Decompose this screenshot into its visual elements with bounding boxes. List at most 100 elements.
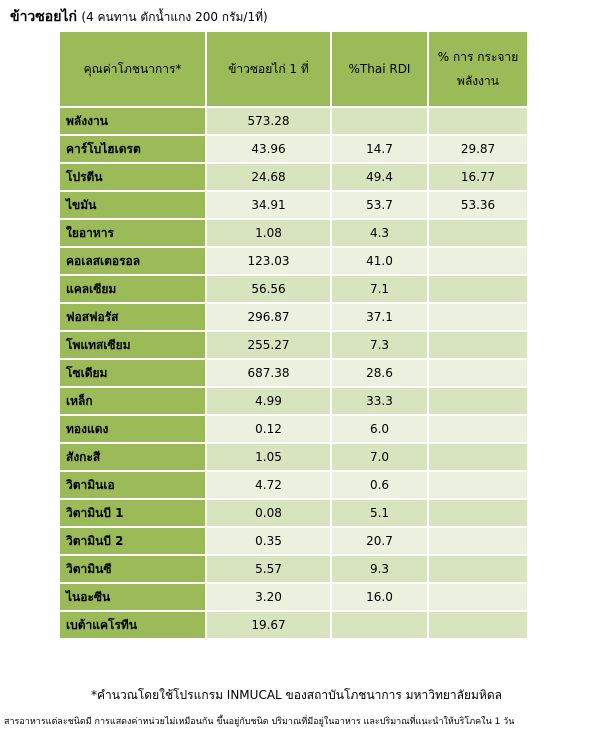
table-row: วิตามินเอ 4.72 0.6 bbox=[58, 470, 529, 500]
cell: 16.77 bbox=[427, 162, 529, 192]
cell: 4.3 bbox=[330, 218, 429, 248]
row-label: เบต้าแคโรทีน bbox=[58, 610, 207, 640]
nutrition-table: คุณค่าโภชนาการ* ข้าวซอยไก่ 1 ที่ %Thai RDI… bbox=[58, 30, 529, 640]
cell: 0.12 bbox=[205, 414, 332, 444]
row-label: วิตามินเอ bbox=[58, 470, 207, 500]
table-row: เหล็ก 4.99 33.3 bbox=[58, 386, 529, 416]
table-row: สังกะสี 1.05 7.0 bbox=[58, 442, 529, 472]
table-row: เบต้าแคโรทีน 19.67 bbox=[58, 610, 529, 640]
row-label: แคลเซียม bbox=[58, 274, 207, 304]
title: ข้าวซอยไก่ (4 คนทาน ตักน้ำแกง 200 กรัม/1… bbox=[10, 6, 268, 28]
table-row: วิตามินซี 5.57 9.3 bbox=[58, 554, 529, 584]
table-row: โปรตีน 24.68 49.4 16.77 bbox=[58, 162, 529, 192]
header-cell: %Thai RDI bbox=[330, 30, 429, 108]
cell: 37.1 bbox=[330, 302, 429, 332]
cell bbox=[427, 470, 529, 500]
cell bbox=[427, 218, 529, 248]
row-label: ไขมัน bbox=[58, 190, 207, 220]
table-row: วิตามินบี 2 0.35 20.7 bbox=[58, 526, 529, 556]
title-main: ข้าวซอยไก่ bbox=[10, 9, 77, 25]
cell: 296.87 bbox=[205, 302, 332, 332]
cell: 5.1 bbox=[330, 498, 429, 528]
row-label: คาร์โบไฮเดรต bbox=[58, 134, 207, 164]
table-row: วิตามินบี 1 0.08 5.1 bbox=[58, 498, 529, 528]
table-body: พลังงาน 573.28 คาร์โบไฮเดรต 43.96 14.7 29.87 โ… bbox=[58, 106, 529, 640]
cell bbox=[427, 442, 529, 472]
cell bbox=[427, 610, 529, 640]
row-label: โซเดียม bbox=[58, 358, 207, 388]
table-row: ใยอาหาร 1.08 4.3 bbox=[58, 218, 529, 248]
cell: 5.57 bbox=[205, 554, 332, 584]
cell: 41.0 bbox=[330, 246, 429, 276]
cell bbox=[427, 526, 529, 556]
cell bbox=[427, 358, 529, 388]
table-row: โซเดียม 687.38 28.6 bbox=[58, 358, 529, 388]
cell: 56.56 bbox=[205, 274, 332, 304]
table-row: คอเลสเตอรอล 123.03 41.0 bbox=[58, 246, 529, 276]
header-row: คุณค่าโภชนาการ* ข้าวซอยไก่ 1 ที่ %Thai RDI… bbox=[58, 30, 529, 108]
cell: 53.7 bbox=[330, 190, 429, 220]
table-row: ฟอสฟอรัส 296.87 37.1 bbox=[58, 302, 529, 332]
cell: 123.03 bbox=[205, 246, 332, 276]
cell: 1.05 bbox=[205, 442, 332, 472]
row-label: คอเลสเตอรอล bbox=[58, 246, 207, 276]
cell: 0.08 bbox=[205, 498, 332, 528]
table-row: ไนอะซีน 3.20 16.0 bbox=[58, 582, 529, 612]
cell: 16.0 bbox=[330, 582, 429, 612]
cell: 573.28 bbox=[205, 106, 332, 136]
row-label: ฟอสฟอรัส bbox=[58, 302, 207, 332]
table-row: ทองแดง 0.12 6.0 bbox=[58, 414, 529, 444]
cell: 1.08 bbox=[205, 218, 332, 248]
cell bbox=[427, 246, 529, 276]
cell bbox=[427, 330, 529, 360]
table-row: คาร์โบไฮเดรต 43.96 14.7 29.87 bbox=[58, 134, 529, 164]
cell: 53.36 bbox=[427, 190, 529, 220]
header-cell: คุณค่าโภชนาการ* bbox=[58, 30, 207, 108]
row-label: วิตามินบี 2 bbox=[58, 526, 207, 556]
cell: 29.87 bbox=[427, 134, 529, 164]
cell bbox=[427, 106, 529, 136]
row-label: วิตามินซี bbox=[58, 554, 207, 584]
row-label: เหล็ก bbox=[58, 386, 207, 416]
cell bbox=[427, 554, 529, 584]
cell: 19.67 bbox=[205, 610, 332, 640]
cell: 28.6 bbox=[330, 358, 429, 388]
row-label: ไนอะซีน bbox=[58, 582, 207, 612]
row-label: สังกะสี bbox=[58, 442, 207, 472]
row-label: วิตามินบี 1 bbox=[58, 498, 207, 528]
cell bbox=[427, 498, 529, 528]
cell: 0.6 bbox=[330, 470, 429, 500]
cell bbox=[427, 414, 529, 444]
table-row: โพแทสเซียม 255.27 7.3 bbox=[58, 330, 529, 360]
row-label: โพแทสเซียม bbox=[58, 330, 207, 360]
row-label: ใยอาหาร bbox=[58, 218, 207, 248]
cell: 34.91 bbox=[205, 190, 332, 220]
header-cell: ข้าวซอยไก่ 1 ที่ bbox=[205, 30, 332, 108]
cell: 255.27 bbox=[205, 330, 332, 360]
cell bbox=[330, 106, 429, 136]
cell: 9.3 bbox=[330, 554, 429, 584]
cell: 24.68 bbox=[205, 162, 332, 192]
footnote: *คำนวณโดยใช้โปรแกรม INMUCAL ของสถาบันโภช… bbox=[91, 688, 502, 702]
title-sub: (4 คนทาน ตักน้ำแกง 200 กรัม/1ที่) bbox=[81, 10, 268, 24]
cell: 7.1 bbox=[330, 274, 429, 304]
table-row: ไขมัน 34.91 53.7 53.36 bbox=[58, 190, 529, 220]
table-row: พลังงาน 573.28 bbox=[58, 106, 529, 136]
cell: 6.0 bbox=[330, 414, 429, 444]
cell: 3.20 bbox=[205, 582, 332, 612]
table-row: แคลเซียม 56.56 7.1 bbox=[58, 274, 529, 304]
row-label: ทองแดง bbox=[58, 414, 207, 444]
cell: 4.99 bbox=[205, 386, 332, 416]
cell: 20.7 bbox=[330, 526, 429, 556]
cell bbox=[427, 302, 529, 332]
cell bbox=[427, 582, 529, 612]
cell bbox=[427, 274, 529, 304]
row-label: พลังงาน bbox=[58, 106, 207, 136]
cell: 49.4 bbox=[330, 162, 429, 192]
cell: 687.38 bbox=[205, 358, 332, 388]
cell: 0.35 bbox=[205, 526, 332, 556]
cell: 4.72 bbox=[205, 470, 332, 500]
cell: 33.3 bbox=[330, 386, 429, 416]
cell: 14.7 bbox=[330, 134, 429, 164]
